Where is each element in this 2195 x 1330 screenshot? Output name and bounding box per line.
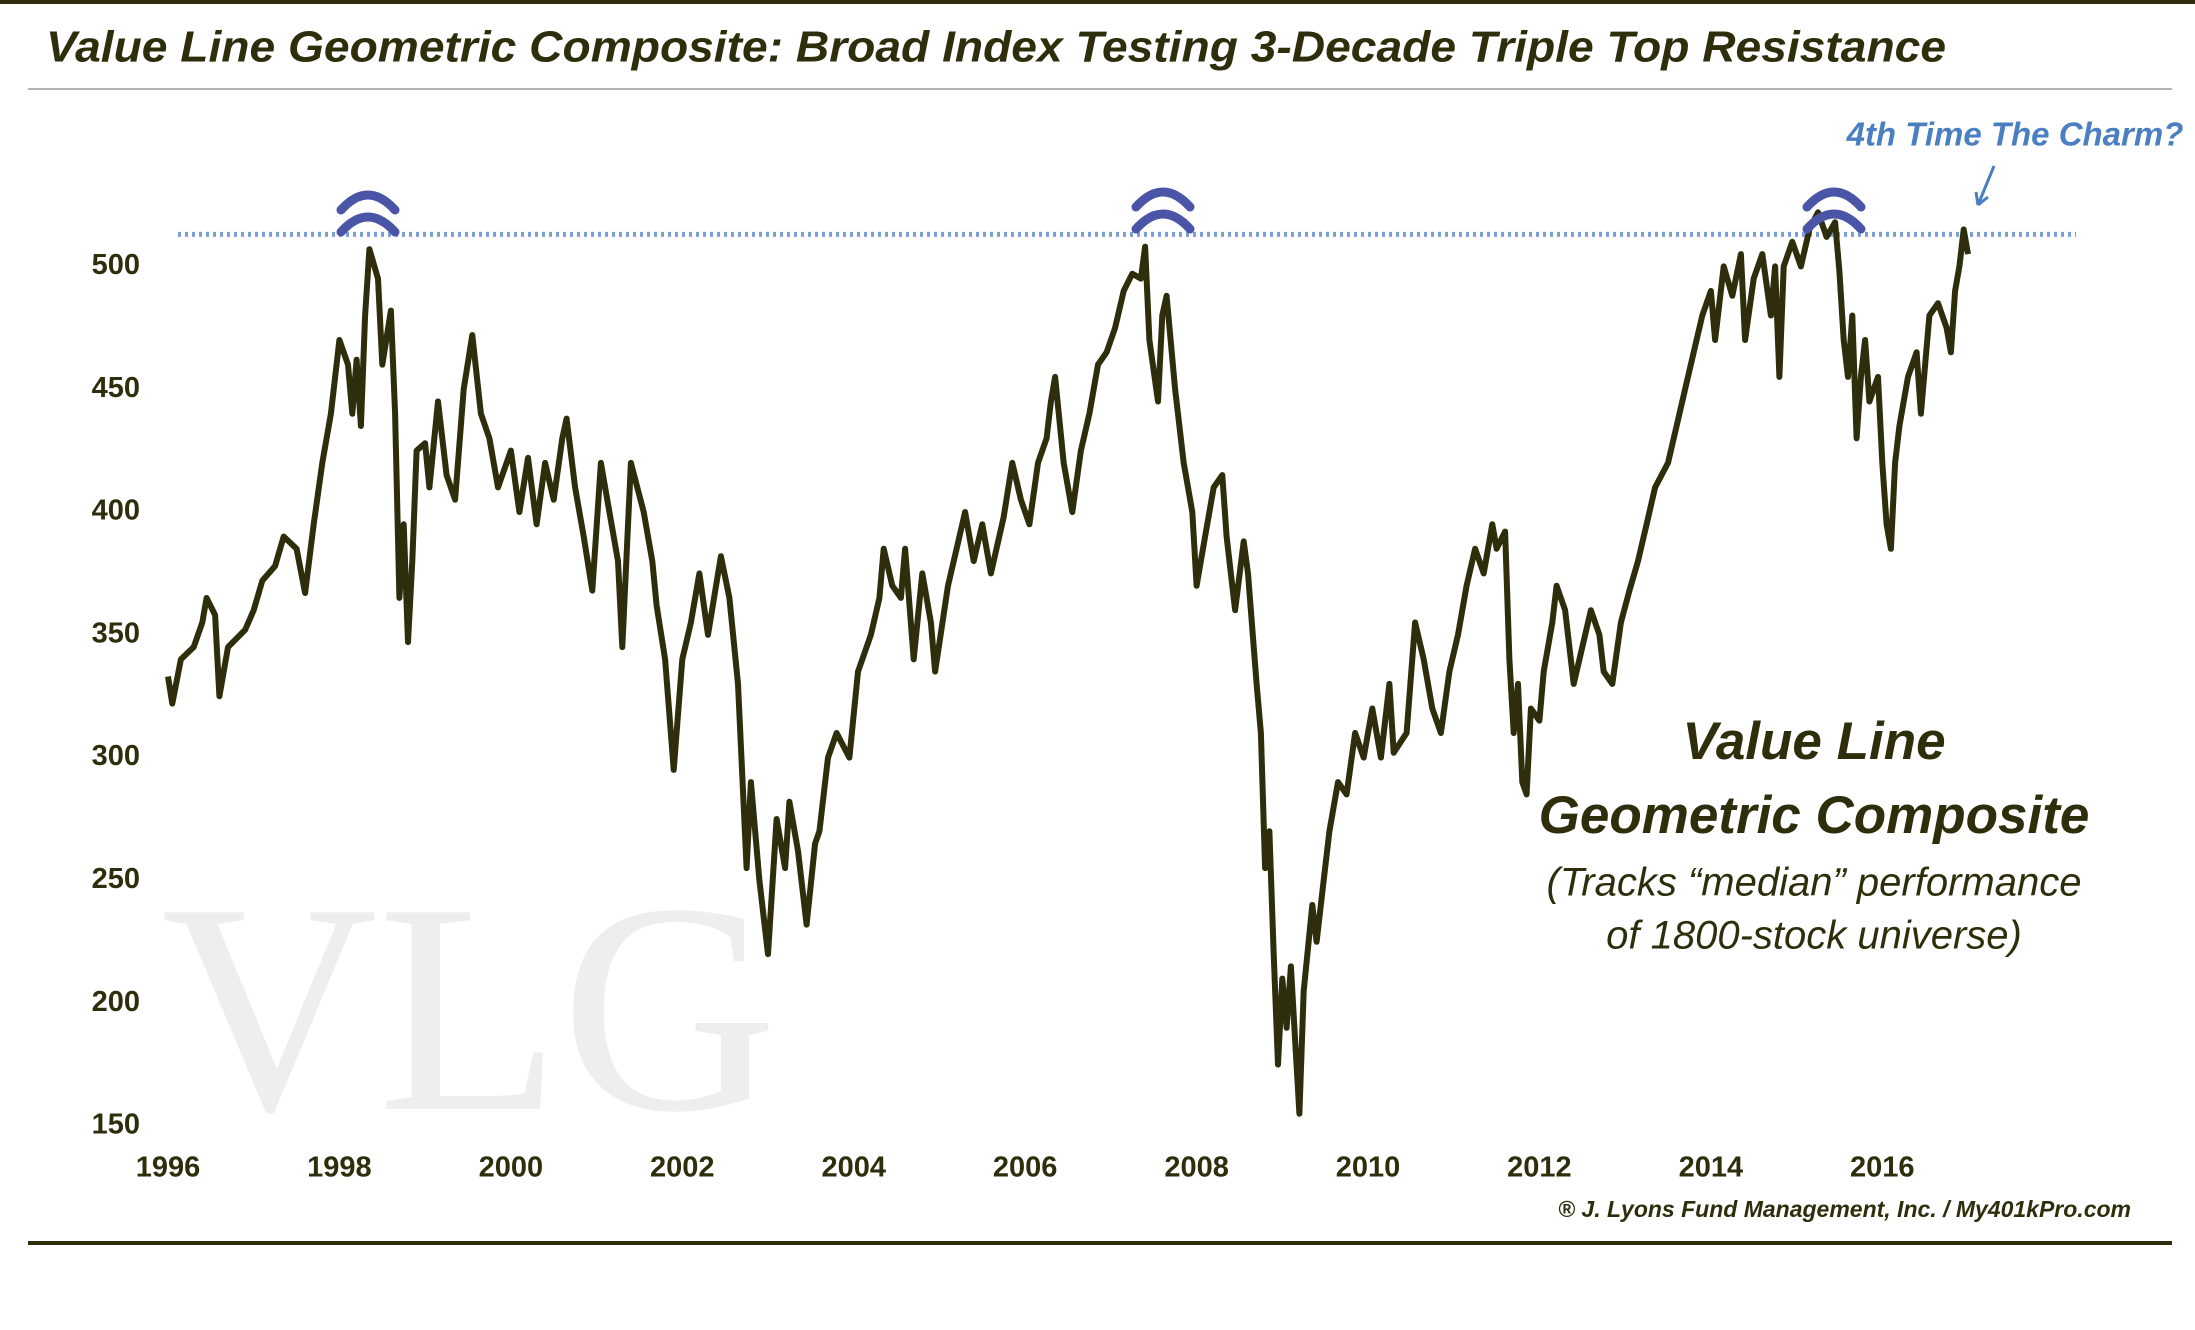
top-border — [0, 0, 2195, 4]
x-tick-label: 2000 — [479, 1152, 544, 1184]
x-tick-label: 1998 — [307, 1152, 372, 1184]
watermark: VLG — [161, 842, 778, 1174]
x-tick-label: 2014 — [1679, 1152, 1744, 1184]
annotation-arrow — [1974, 165, 1996, 207]
x-tick-label: 2010 — [1336, 1152, 1401, 1184]
arc — [1802, 209, 1866, 234]
x-tick-label: 2012 — [1507, 1152, 1572, 1184]
arc — [336, 212, 400, 237]
arc — [1131, 209, 1195, 234]
y-tick-label: 250 — [92, 863, 140, 895]
y-tick-label: 150 — [92, 1109, 140, 1141]
y-tick-label: 350 — [92, 617, 140, 649]
chart-title: Value Line Geometric Composite: Broad In… — [46, 23, 1946, 72]
arc — [1131, 187, 1195, 212]
label-line: of 1800-stock universe) — [1606, 914, 2022, 958]
arc — [336, 190, 400, 215]
label-line: (Tracks “median” performance — [1547, 861, 2082, 905]
x-tick-label: 2002 — [650, 1152, 715, 1184]
y-tick-label: 400 — [92, 495, 140, 527]
x-tick-label: 2008 — [1164, 1152, 1229, 1184]
arc — [1802, 187, 1866, 212]
label-line: Value Line — [1682, 712, 1945, 771]
y-tick-label: 200 — [92, 986, 140, 1018]
y-tick-label: 450 — [92, 372, 140, 404]
label-line: Geometric Composite — [1539, 786, 2090, 845]
x-tick-label: 2004 — [821, 1152, 886, 1184]
annotation: 4th Time The Charm? — [1846, 116, 2184, 153]
credit: ® J. Lyons Fund Management, Inc. / My401… — [1558, 1196, 2131, 1222]
x-tick-label: 2006 — [993, 1152, 1058, 1184]
series-line — [165, 209, 1971, 1117]
y-tick-label: 300 — [92, 740, 140, 772]
x-tick-label: 2016 — [1850, 1152, 1915, 1184]
y-tick-label: 500 — [92, 249, 140, 281]
bottom-border — [28, 1241, 2172, 1245]
x-tick-label: 1996 — [136, 1152, 201, 1184]
peak-arcs — [336, 187, 1866, 237]
